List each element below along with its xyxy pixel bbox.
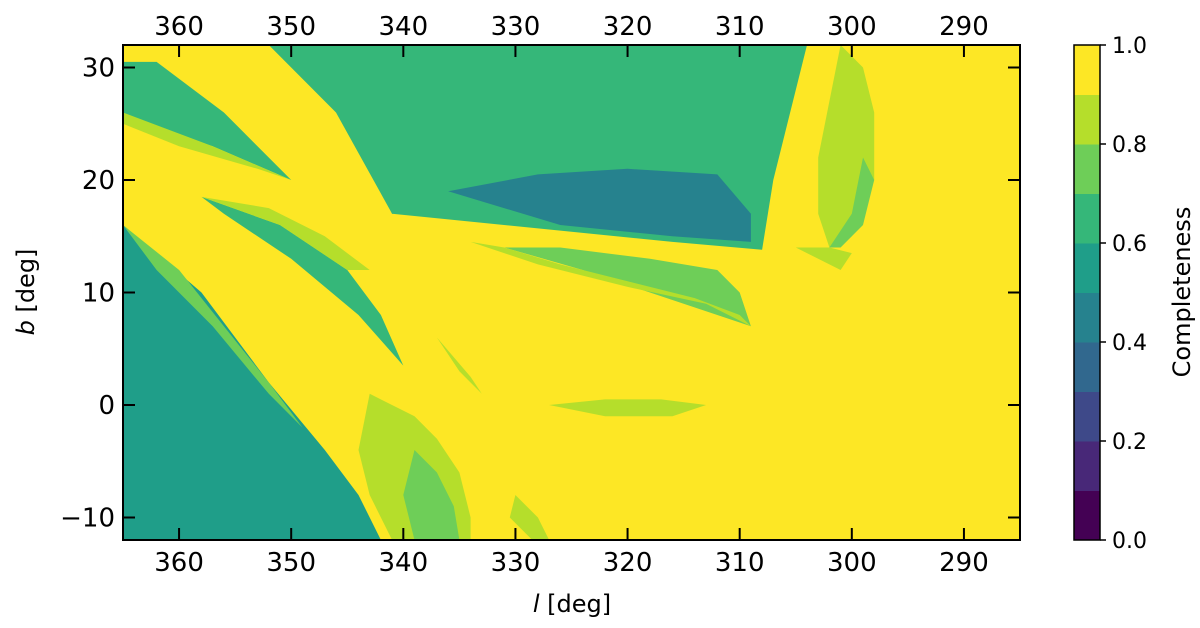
colorbar: 0.0 0.2 0.4 0.6 0.8 1.0 [1073, 34, 1147, 554]
x-tick-label: 360 [154, 548, 204, 578]
colorbar-tick-label: 0.4 [1112, 331, 1147, 356]
x-tick-label: 310 [715, 548, 765, 578]
colorbar-level [1074, 45, 1100, 95]
region-upper-left-wedge [123, 61, 292, 180]
colorbar-level [1074, 342, 1100, 392]
region-left-wedge-edge [123, 112, 292, 180]
x-tick-label: 350 [266, 548, 316, 578]
colorbar-level [1074, 292, 1100, 343]
colorbar-level [1074, 490, 1100, 541]
x-top-tick-label: 360 [154, 12, 204, 42]
x-top-tick-label: 290 [939, 12, 989, 42]
colorbar-level [1074, 441, 1100, 491]
colorbar-tick-label: 0.0 [1112, 529, 1147, 554]
completeness-regions [123, 45, 875, 540]
region-bottom-small-streak [509, 495, 550, 540]
y-axis-label: b [deg] [12, 249, 40, 336]
x-tick-label: 300 [827, 548, 877, 578]
region-upper-central-deep [448, 168, 751, 242]
colorbar-level [1074, 144, 1100, 194]
x-top-tick-label: 340 [378, 12, 428, 42]
region-small-streak [549, 399, 707, 417]
x-tick-label: 330 [491, 548, 541, 578]
region-small-triangle [436, 337, 482, 394]
colorbar-frame [1073, 44, 1101, 541]
colorbar-level [1074, 243, 1100, 293]
y-tick-label: 20 [82, 166, 115, 196]
region-bottom-left-field [123, 225, 381, 540]
x-top-tick-label: 350 [266, 12, 316, 42]
region-bottom-band-core [403, 450, 460, 540]
colorbar-level [1074, 94, 1100, 145]
x-top-tick-label: 300 [827, 12, 877, 42]
colorbar-level [1074, 193, 1100, 244]
colorbar-tick-label: 0.6 [1112, 232, 1147, 257]
colorbar-label: Completeness [1168, 207, 1196, 378]
region-right-diagonal-band-2 [829, 157, 875, 248]
region-right-lower-streak [795, 247, 852, 270]
x-tick-label: 320 [603, 548, 653, 578]
region-lower-middle-band-edge [470, 241, 751, 327]
colorbar-tick-label: 0.8 [1112, 133, 1147, 158]
colorbar-tick-label: 0.2 [1112, 430, 1147, 455]
y-tick-label: 10 [82, 279, 115, 309]
x-axis-top: 360 350 340 330 320 310 300 290 [154, 12, 989, 57]
region-left-mid-wedge-edge [201, 196, 370, 270]
region-bottom-left-edge [123, 225, 325, 450]
y-tick-label: 30 [82, 54, 115, 84]
colorbar-tick-label: 1.0 [1112, 34, 1147, 59]
x-top-tick-label: 310 [715, 12, 765, 42]
x-tick-label: 340 [378, 548, 428, 578]
colorbar-level [1074, 391, 1100, 442]
x-top-tick-label: 330 [491, 12, 541, 42]
y-tick-label: −10 [60, 504, 115, 534]
y-axis: −10 0 10 20 30 [60, 54, 1020, 534]
x-axis-bottom: 360 350 340 330 320 310 300 290 [154, 528, 989, 578]
region-lower-middle-band [504, 247, 751, 327]
y-tick-label: 0 [98, 391, 115, 421]
x-tick-label: 290 [939, 548, 989, 578]
plot-area [122, 44, 1021, 541]
x-axis-label: l [deg] [533, 590, 611, 618]
x-top-tick-label: 320 [603, 12, 653, 42]
